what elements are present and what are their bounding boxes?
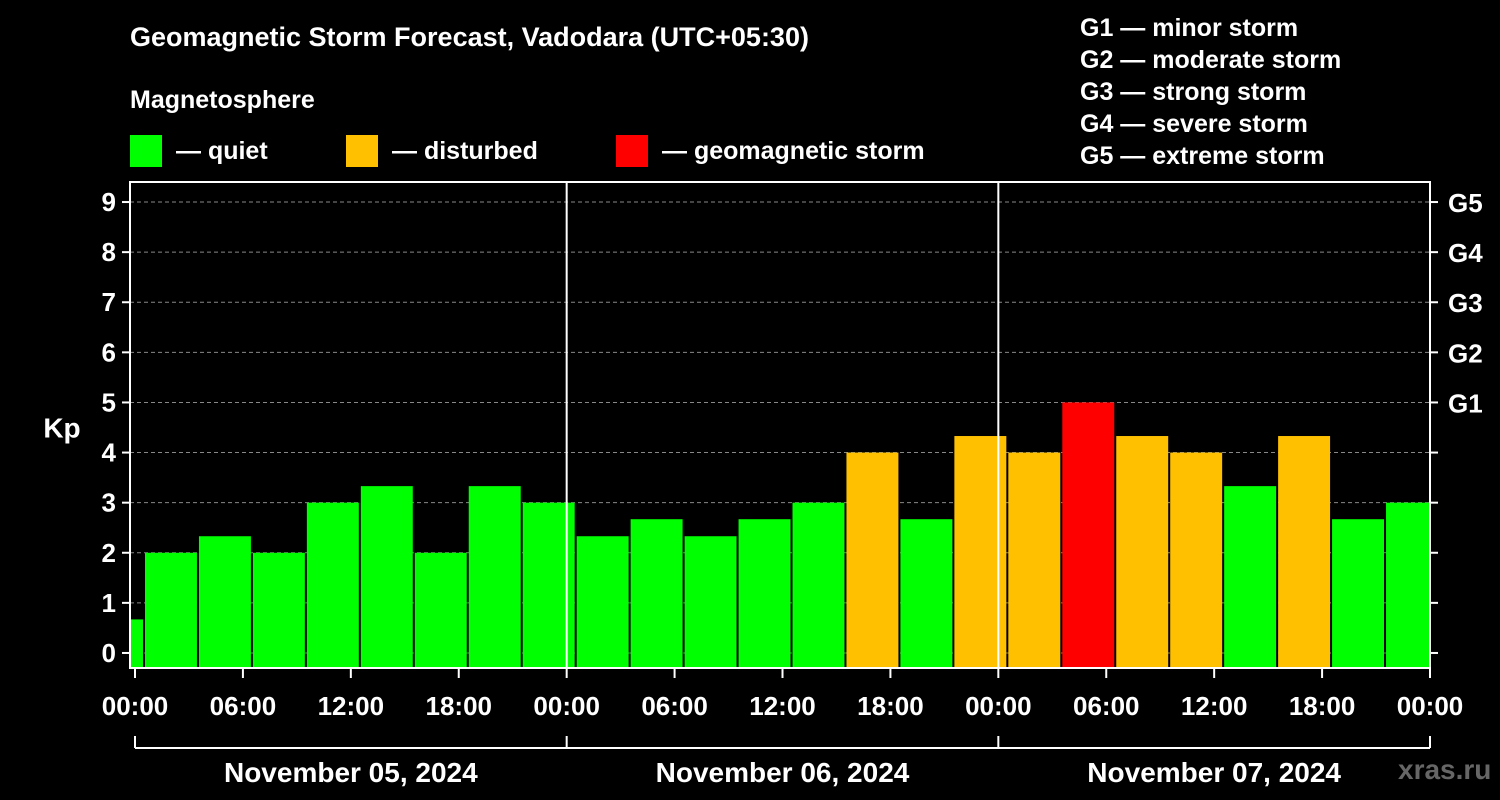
x-tick-label: 12:00 (749, 691, 816, 721)
kp-bar (198, 536, 251, 668)
g-level-axis-label: G4 (1448, 238, 1483, 268)
kp-bar (468, 486, 521, 668)
kp-bar (252, 552, 305, 668)
storm-level-g5: G5 — extreme storm (1080, 142, 1325, 170)
legend-item-storm: — geomagnetic storm (616, 134, 925, 168)
y-tick-label: 3 (102, 488, 116, 518)
plot-frame (129, 181, 1431, 669)
bars-group (131, 402, 1430, 668)
kp-bar (1062, 402, 1115, 668)
storm-level-g3: G3 — strong storm (1080, 78, 1307, 106)
y-axis-label: Kp (43, 413, 80, 444)
kp-bar (630, 519, 683, 668)
storm-level-g4: G4 — severe storm (1080, 110, 1308, 138)
y-tick-label: 5 (102, 387, 116, 417)
storm-level-g2: G2 — moderate storm (1080, 46, 1342, 74)
x-tick-label: 00:00 (102, 691, 169, 721)
kp-bar (1386, 502, 1430, 668)
x-tick-label: 00:00 (1397, 691, 1464, 721)
kp-bar (738, 519, 791, 668)
legend-heading: Magnetosphere (130, 86, 315, 114)
legend-label-quiet: — quiet (176, 136, 268, 165)
kp-bar (144, 552, 197, 668)
storm-swatch (616, 135, 648, 167)
x-tick-label: 06:00 (1073, 691, 1140, 721)
kp-bar (1224, 486, 1277, 668)
kp-bar (684, 536, 737, 668)
g-level-axis-label: G1 (1448, 388, 1483, 418)
y-tick-label: 6 (102, 337, 116, 367)
x-tick-label: 18:00 (426, 691, 493, 721)
day-label: November 06, 2024 (656, 757, 910, 788)
kp-bar (576, 536, 629, 668)
x-tick-label: 06:00 (641, 691, 708, 721)
legend-item-quiet: — quiet (130, 134, 268, 168)
y-tick-label: 1 (102, 588, 116, 618)
x-tick-label: 00:00 (965, 691, 1032, 721)
y-tick-label: 0 (102, 638, 116, 668)
y-tick-label: 2 (102, 538, 116, 568)
day-label: November 05, 2024 (224, 757, 478, 788)
legend-label-disturbed: — disturbed (392, 136, 538, 165)
day-label: November 07, 2024 (1087, 757, 1341, 788)
x-tick-label: 12:00 (1181, 691, 1248, 721)
kp-bar (1008, 452, 1061, 668)
kp-bar (360, 486, 413, 668)
legend-label-storm: — geomagnetic storm (662, 136, 925, 165)
kp-bar (131, 619, 143, 668)
y-tick-label: 9 (102, 187, 116, 217)
y-tick-label: 8 (102, 237, 116, 267)
x-tick-label: 18:00 (857, 691, 924, 721)
kp-bar (792, 502, 845, 668)
g-level-axis-label: G3 (1448, 288, 1483, 318)
storm-level-g1: G1 — minor storm (1080, 14, 1299, 42)
legend-item-disturbed: — disturbed (346, 134, 538, 168)
kp-bar (1332, 519, 1385, 668)
kp-bar (846, 452, 899, 668)
chart-title: Geomagnetic Storm Forecast, Vadodara (UT… (130, 22, 809, 52)
x-tick-label: 00:00 (533, 691, 600, 721)
g-level-axis-label: G5 (1448, 188, 1483, 218)
x-tick-label: 06:00 (210, 691, 277, 721)
x-tick-label: 12:00 (318, 691, 385, 721)
kp-bar (306, 502, 359, 668)
quiet-swatch (130, 135, 162, 167)
y-tick-label: 4 (102, 438, 117, 468)
kp-bar (1116, 436, 1169, 668)
g-level-axis-label: G2 (1448, 338, 1483, 368)
kp-bar (900, 519, 953, 668)
y-tick-label: 7 (102, 287, 116, 317)
x-tick-label: 18:00 (1289, 691, 1356, 721)
disturbed-swatch (346, 135, 378, 167)
kp-bar (1170, 452, 1223, 668)
watermark: xras.ru (1398, 754, 1492, 785)
kp-bar (1278, 436, 1331, 668)
kp-bar (414, 552, 467, 668)
